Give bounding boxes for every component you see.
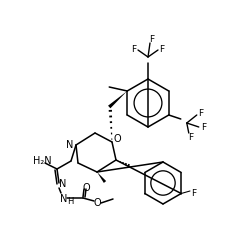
Text: F: F <box>198 109 203 117</box>
Text: F: F <box>188 134 193 142</box>
Text: F: F <box>159 46 164 54</box>
Text: O: O <box>113 134 121 144</box>
Text: F: F <box>201 123 206 133</box>
Text: F: F <box>149 35 155 44</box>
Text: O: O <box>93 198 101 208</box>
Text: H₂N: H₂N <box>33 156 52 166</box>
Text: N: N <box>59 179 67 189</box>
Polygon shape <box>108 91 127 108</box>
Text: O: O <box>82 183 90 193</box>
Polygon shape <box>97 172 106 183</box>
Text: H: H <box>67 197 73 205</box>
Text: F: F <box>131 46 137 54</box>
Text: N: N <box>60 194 68 204</box>
Text: N: N <box>66 140 74 150</box>
Text: F: F <box>192 188 196 198</box>
